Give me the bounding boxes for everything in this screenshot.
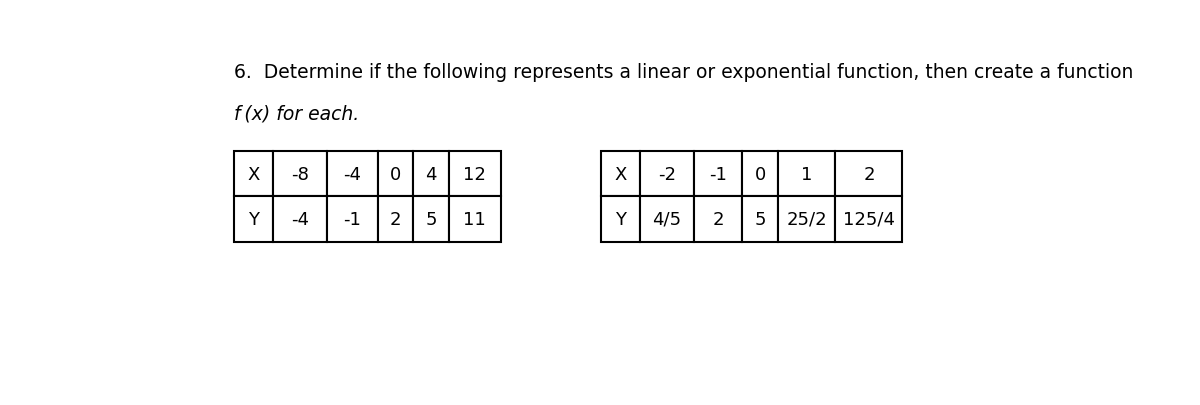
Bar bbox=[835, 197, 902, 242]
Bar bbox=[272, 197, 326, 242]
Text: 6.  Determine if the following represents a linear or exponential function, then: 6. Determine if the following represents… bbox=[234, 63, 1133, 81]
Text: -4: -4 bbox=[290, 210, 308, 228]
Bar bbox=[326, 151, 378, 197]
Text: 11: 11 bbox=[463, 210, 486, 228]
Text: -4: -4 bbox=[343, 165, 361, 183]
Text: 4/5: 4/5 bbox=[653, 210, 682, 228]
Text: -8: -8 bbox=[290, 165, 308, 183]
Text: 5: 5 bbox=[425, 210, 437, 228]
Text: f (x) for each.: f (x) for each. bbox=[234, 105, 359, 124]
Text: 2: 2 bbox=[390, 210, 401, 228]
Bar bbox=[449, 151, 500, 197]
Text: 2: 2 bbox=[863, 165, 875, 183]
Bar bbox=[378, 197, 413, 242]
Bar bbox=[378, 151, 413, 197]
Bar bbox=[326, 197, 378, 242]
Bar bbox=[449, 197, 500, 242]
Bar bbox=[234, 151, 272, 197]
Text: 4: 4 bbox=[425, 165, 437, 183]
Bar bbox=[640, 197, 694, 242]
Text: 5: 5 bbox=[755, 210, 766, 228]
Bar bbox=[743, 151, 778, 197]
Text: 0: 0 bbox=[755, 165, 766, 183]
Text: 12: 12 bbox=[463, 165, 486, 183]
Text: 2: 2 bbox=[713, 210, 724, 228]
Bar bbox=[778, 197, 835, 242]
Bar bbox=[835, 151, 902, 197]
Text: 25/2: 25/2 bbox=[786, 210, 827, 228]
Bar bbox=[272, 151, 326, 197]
Text: Y: Y bbox=[616, 210, 626, 228]
Bar bbox=[778, 151, 835, 197]
Text: 0: 0 bbox=[390, 165, 401, 183]
Bar bbox=[694, 151, 743, 197]
Bar bbox=[694, 197, 743, 242]
Bar bbox=[413, 197, 449, 242]
Text: Y: Y bbox=[247, 210, 259, 228]
Text: -1: -1 bbox=[343, 210, 361, 228]
Text: 1: 1 bbox=[800, 165, 812, 183]
Bar bbox=[601, 197, 640, 242]
Text: 125/4: 125/4 bbox=[842, 210, 895, 228]
Text: -2: -2 bbox=[658, 165, 676, 183]
Bar bbox=[413, 151, 449, 197]
Text: X: X bbox=[247, 165, 259, 183]
Bar bbox=[601, 151, 640, 197]
Text: -1: -1 bbox=[709, 165, 727, 183]
Bar bbox=[743, 197, 778, 242]
Text: X: X bbox=[614, 165, 626, 183]
Bar bbox=[640, 151, 694, 197]
Bar bbox=[234, 197, 272, 242]
